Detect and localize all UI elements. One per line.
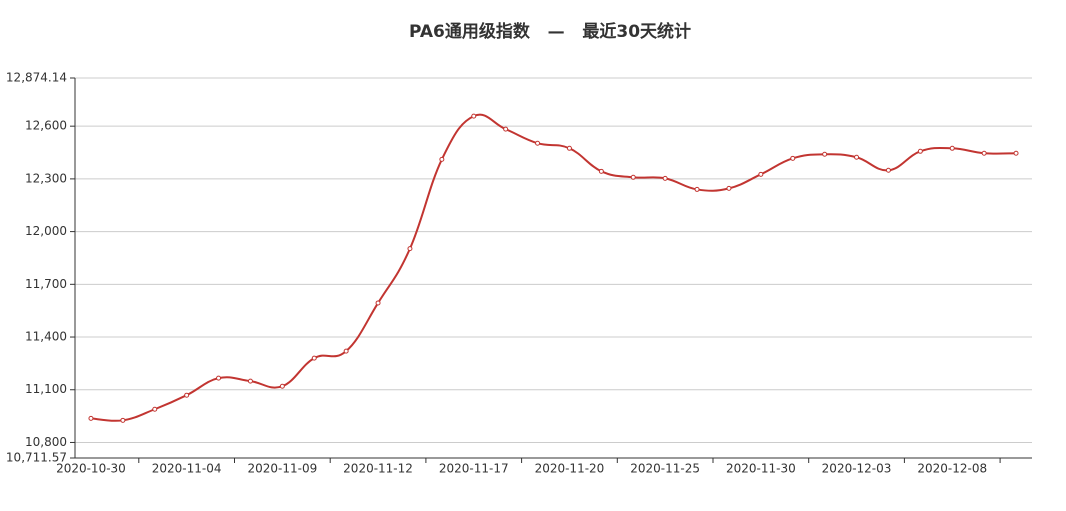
x-tick-label: 2020-11-25 [630,462,700,476]
line [90,113,1017,422]
y-tick-label: 12,000 [25,224,67,238]
point [694,186,700,192]
point [1013,150,1019,156]
x-tick-label: 2020-12-03 [822,462,892,476]
point [726,185,732,191]
point [279,383,285,389]
y-tick-label: 10,711.57 [6,451,67,465]
y-tick-label: 12,874.14 [6,71,67,85]
point [822,151,828,157]
point [407,246,413,252]
point [503,126,509,132]
point [854,154,860,160]
y-tick-label: 10,800 [25,435,67,449]
point [566,145,572,151]
x-tick-label: 2020-11-12 [343,462,413,476]
point [311,355,317,361]
point [471,113,477,119]
point [88,415,94,421]
point [439,156,445,162]
x-tick-label: 2020-11-20 [535,462,605,476]
point [343,348,349,354]
x-tick-label: 2020-11-04 [152,462,222,476]
point [535,140,541,146]
point [949,145,955,151]
point [375,300,381,306]
x-tick-label: 2020-11-30 [726,462,796,476]
point [790,155,796,161]
y-tick-label: 12,600 [25,119,67,133]
y-tick-label: 12,300 [25,171,67,185]
point [662,175,668,181]
point [120,417,126,423]
point [598,168,604,174]
y-tick-label: 11,700 [25,277,67,291]
point [184,392,190,398]
chart-title: PA6通用级指数 — 最近30天统计 [409,21,691,42]
point [758,171,764,177]
x-tick-label: 2020-12-08 [917,462,987,476]
x-tick-label: 2020-11-09 [247,462,317,476]
point [216,375,222,381]
point [247,378,253,384]
point [885,167,891,173]
y-tick-label: 11,400 [25,330,67,344]
x-tick-label: 2020-10-30 [56,462,126,476]
x-tick-label: 2020-11-17 [439,462,509,476]
point [917,148,923,154]
point [981,150,987,156]
point [152,406,158,412]
y-tick-label: 11,100 [25,382,67,396]
point [630,174,636,180]
